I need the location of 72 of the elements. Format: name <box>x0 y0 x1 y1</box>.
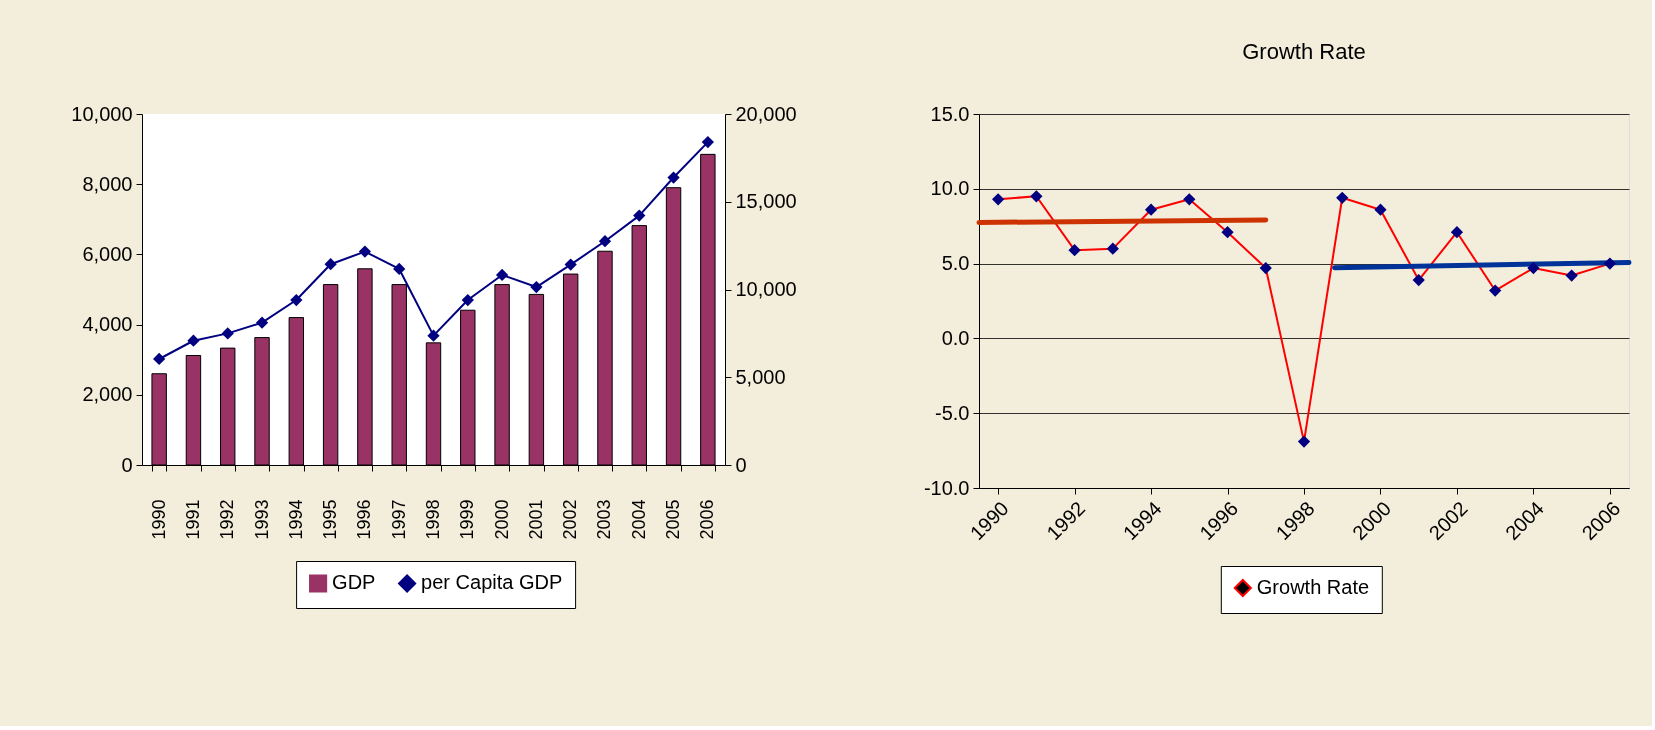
y-tick-label: 10,000 <box>71 102 133 125</box>
y-tick-label: 10.0 <box>930 177 970 200</box>
x-tick-label: 2006 <box>697 499 718 540</box>
x-tick-label: 2004 <box>628 499 649 540</box>
x-tick-label: 1998 <box>423 499 443 540</box>
point <box>255 316 269 329</box>
point <box>667 171 680 184</box>
x-tick-label: 1996 <box>354 499 375 540</box>
x-tick-label: 2000 <box>491 499 512 540</box>
point <box>633 209 646 222</box>
x-tick-label: 1991 <box>182 499 203 540</box>
x-tick-label: 2005 <box>663 499 684 540</box>
y2-tick-label: 15,000 <box>735 190 797 213</box>
point <box>153 352 166 366</box>
point <box>1450 226 1464 239</box>
y-tick-label: 0 <box>121 453 133 476</box>
point <box>290 293 303 307</box>
point <box>324 258 337 271</box>
y-tick-label: 5.0 <box>941 252 970 275</box>
y-tick-label: 15.0 <box>930 102 970 125</box>
y2-tick-label: 20,000 <box>735 102 797 125</box>
x-tick-label: 1990 <box>148 499 169 540</box>
point <box>1489 284 1502 297</box>
legend-label: per Capita GDP <box>421 571 563 594</box>
y-tick-label: 0.0 <box>941 326 970 349</box>
point <box>1336 191 1349 204</box>
point <box>187 334 200 347</box>
legend-label: Growth Rate <box>1256 576 1370 598</box>
point <box>1412 273 1425 287</box>
x-tick-label: 1995 <box>320 499 341 540</box>
y-tick-label: 2,000 <box>82 383 133 406</box>
y-tick-label: 8,000 <box>82 172 133 195</box>
point <box>393 262 406 276</box>
point <box>427 329 440 342</box>
y2-tick-label: 10,000 <box>735 278 797 300</box>
point <box>1259 261 1272 275</box>
point <box>1221 226 1234 239</box>
point <box>1527 261 1540 275</box>
point <box>1030 190 1043 203</box>
y2-tick-label: 5,000 <box>735 365 786 388</box>
y2-tick-label: 0 <box>735 453 747 476</box>
x-tick-label: 1997 <box>388 499 409 540</box>
x-tick-label: 1994 <box>285 499 306 540</box>
point <box>1144 203 1158 216</box>
y-tick-label: 4,000 <box>82 313 133 336</box>
point <box>530 280 543 294</box>
point <box>1297 435 1311 448</box>
point <box>1183 193 1196 206</box>
point <box>1068 244 1081 257</box>
x-tick-label: 1993 <box>251 499 272 540</box>
point <box>991 193 1005 206</box>
point <box>461 293 474 307</box>
legend-label: GDP <box>332 571 376 594</box>
point <box>1374 203 1387 216</box>
x-tick-label: 1999 <box>457 499 478 540</box>
y-tick-label: -5.0 <box>935 401 970 424</box>
y-tick-label: 6,000 <box>82 242 133 265</box>
point <box>598 235 612 248</box>
point <box>495 268 509 282</box>
point <box>701 135 714 149</box>
x-tick-label: 2001 <box>525 499 546 540</box>
point <box>358 245 372 258</box>
point <box>221 327 234 340</box>
point <box>1106 242 1119 255</box>
x-tick-label: 2003 <box>594 499 615 540</box>
y-tick-label: -10.0 <box>923 476 970 499</box>
point <box>1565 269 1578 282</box>
x-tick-label: 1992 <box>217 499 238 540</box>
x-tick-label: 2002 <box>560 499 581 540</box>
point <box>564 258 577 271</box>
chart-title: Growth Rate <box>1242 39 1366 64</box>
point <box>1603 257 1617 270</box>
